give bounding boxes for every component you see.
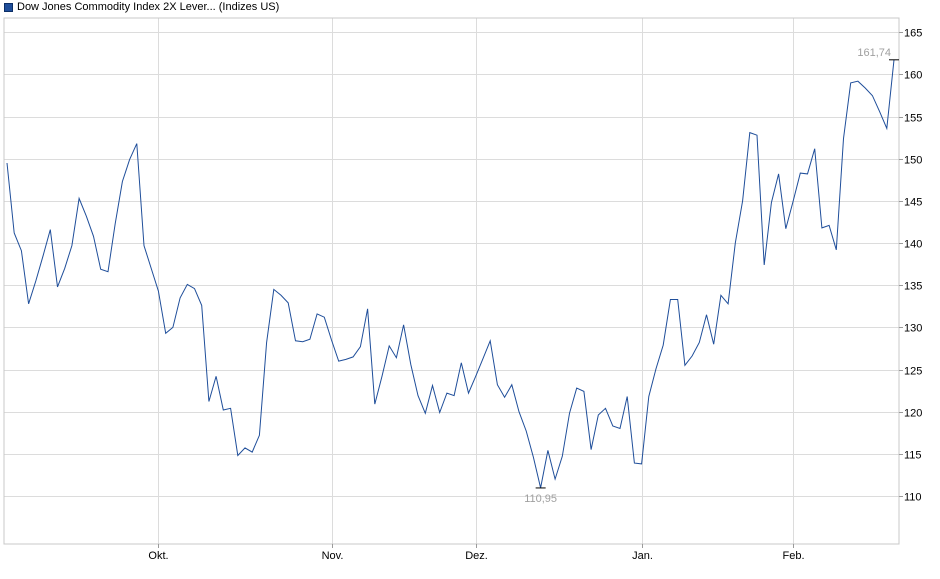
y-tick-label: 115: [904, 450, 922, 462]
legend-swatch: [4, 3, 13, 12]
y-tick-label: 125: [904, 366, 922, 378]
plot-frame: [3, 17, 900, 545]
y-tick-label: 160: [904, 70, 922, 82]
grid: [4, 18, 899, 544]
min-label: 110,95: [524, 493, 557, 505]
y-axis: 110 115 120 125 130 135 140 145 150 155 160 165: [899, 28, 922, 504]
y-tick-label: 110: [904, 492, 922, 504]
x-tick-label: Dez.: [465, 550, 488, 562]
legend: Dow Jones Commodity Index 2X Lever... (I…: [4, 0, 279, 14]
y-tick-label: 150: [904, 155, 922, 167]
series-line: [6, 59, 895, 489]
x-tick-label: Nov.: [322, 550, 344, 562]
x-tick-label: Okt.: [148, 550, 168, 562]
x-axis: Okt. Nov. Dez. Jan. Feb.: [148, 544, 805, 562]
y-tick-label: 120: [904, 408, 922, 420]
x-tick-label: Feb.: [782, 550, 804, 562]
max-label: 161,74: [857, 47, 891, 59]
y-tick-label: 165: [904, 28, 922, 40]
y-tick-label: 130: [904, 323, 922, 335]
y-tick-label: 145: [904, 197, 922, 209]
y-tick-label: 140: [904, 239, 922, 251]
annotations: 161,74 110,95: [524, 47, 899, 505]
legend-label: Dow Jones Commodity Index 2X Lever... (I…: [17, 1, 280, 13]
y-tick-label: 135: [904, 281, 922, 293]
x-tick-label: Jan.: [632, 550, 653, 562]
y-tick-label: 155: [904, 113, 922, 125]
